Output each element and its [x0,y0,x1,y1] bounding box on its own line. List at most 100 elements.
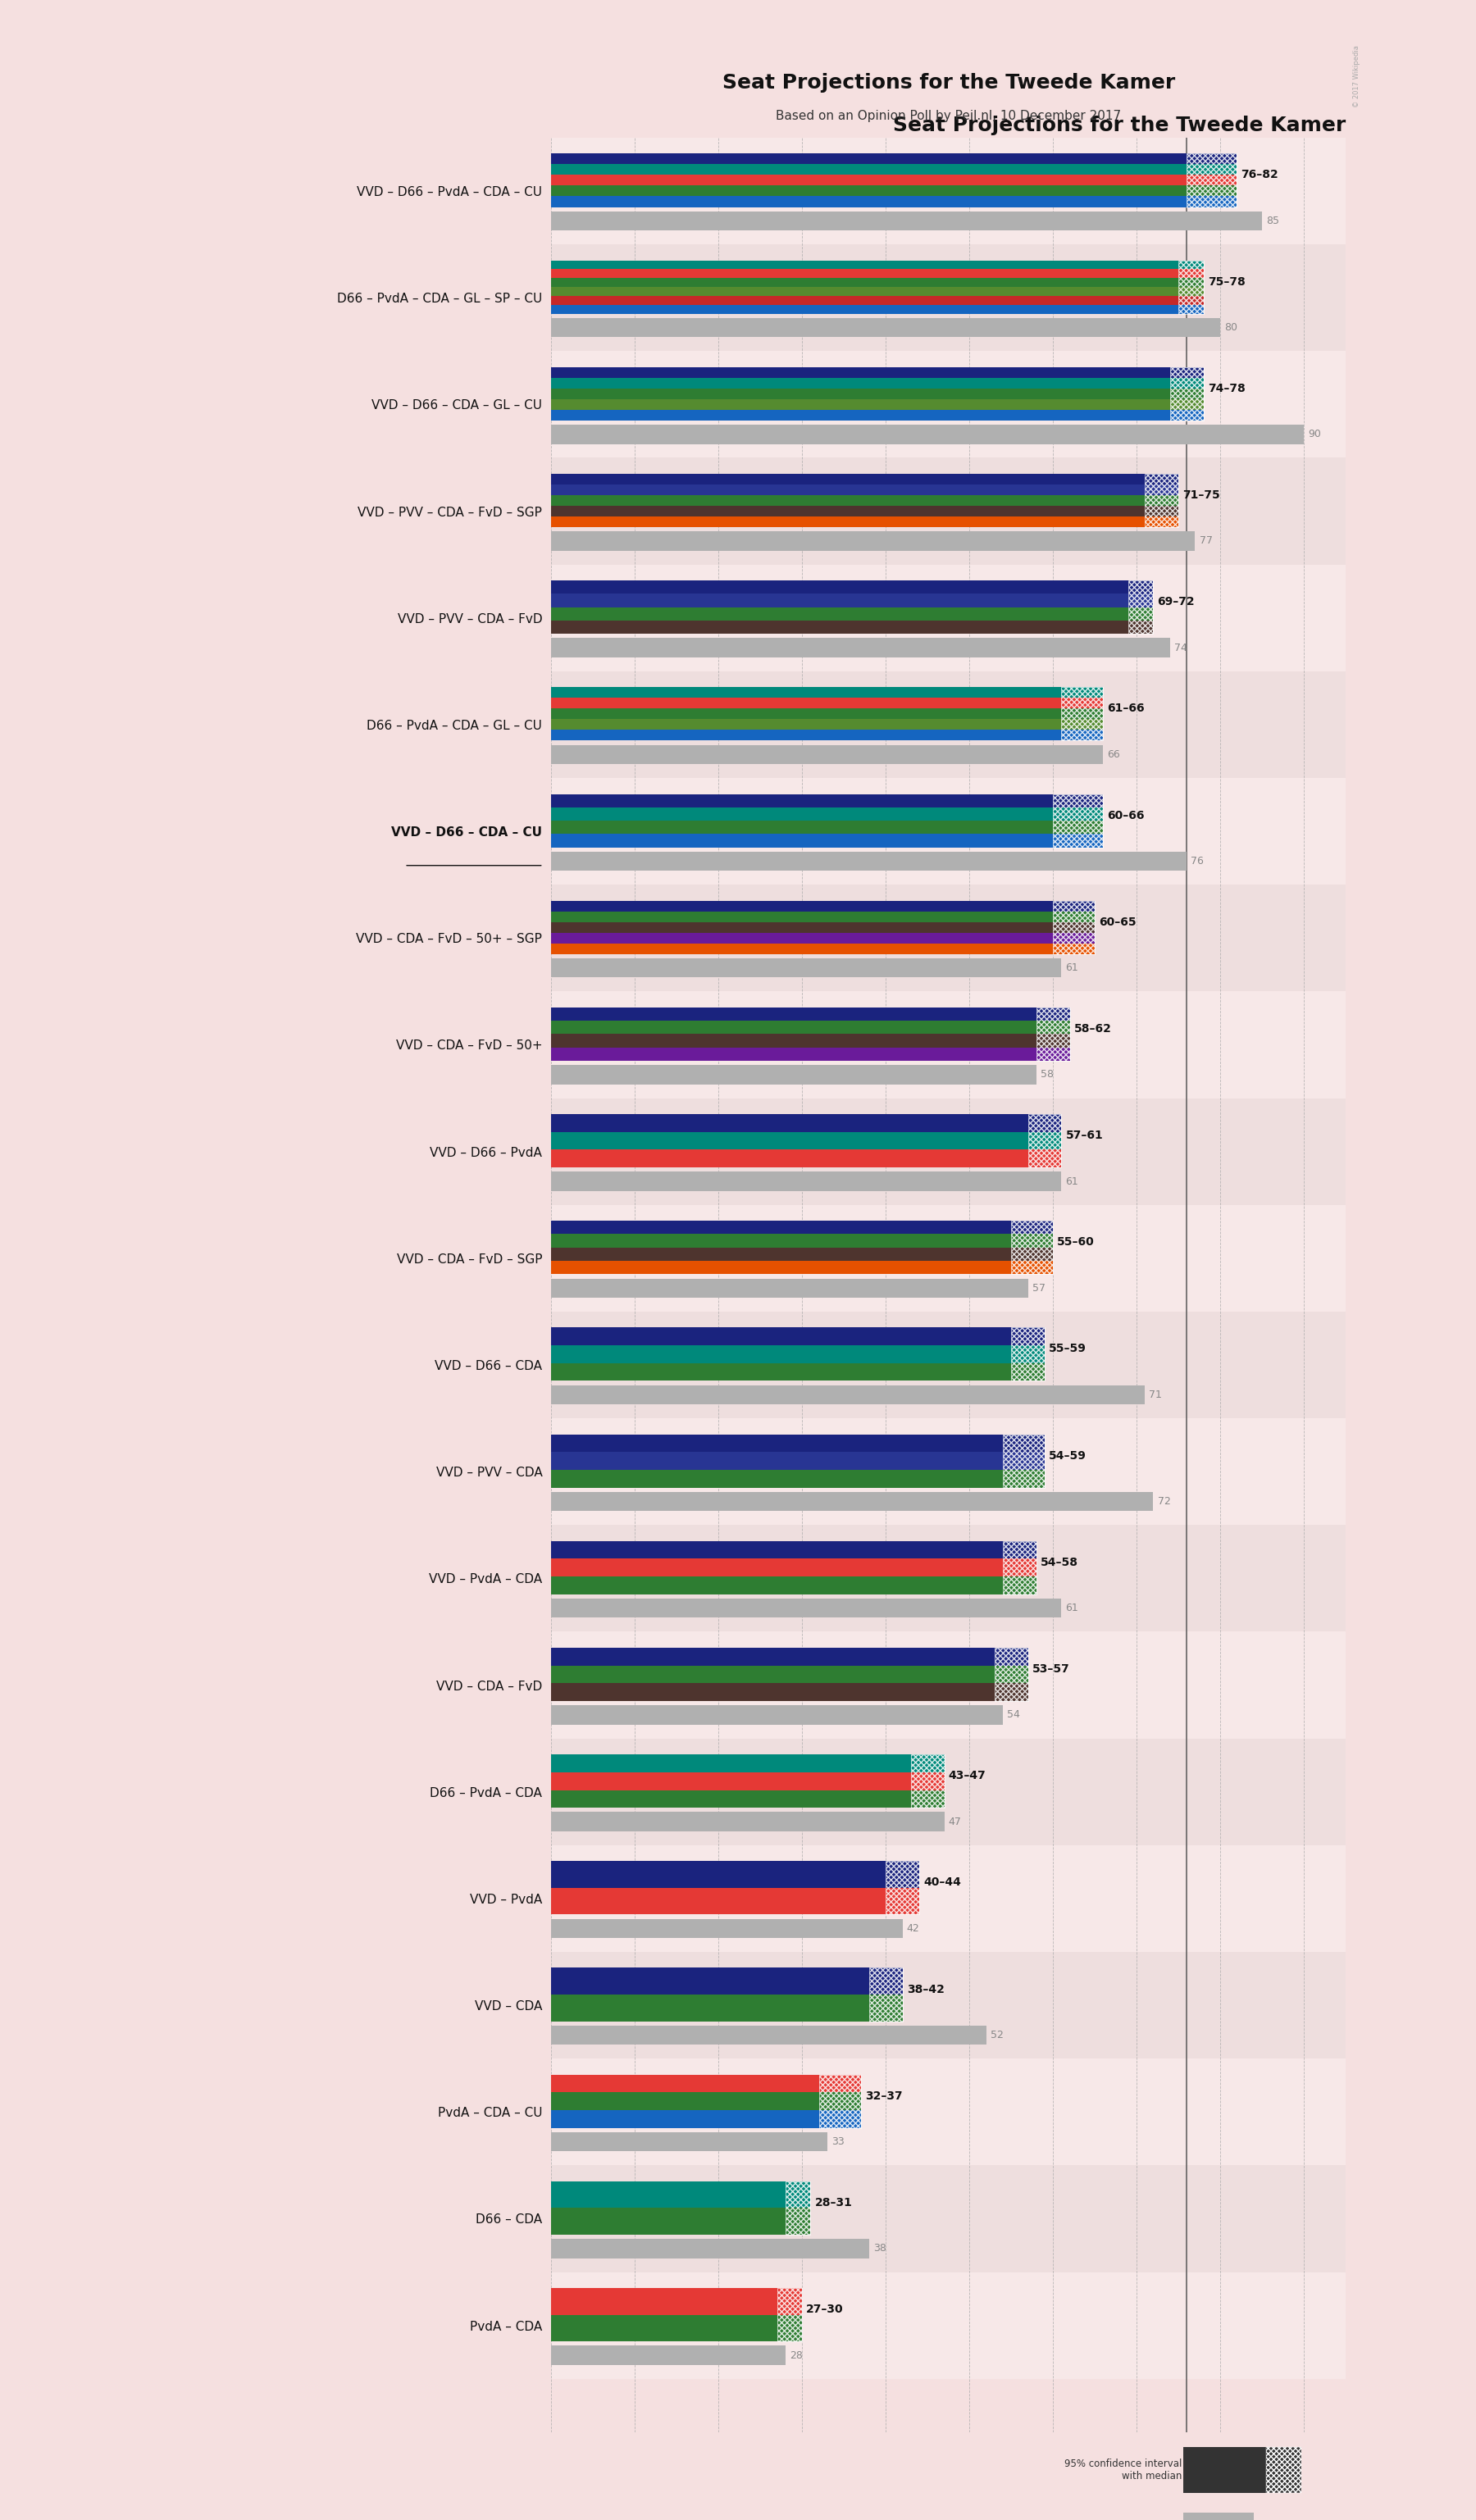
Bar [552,2132,827,2152]
Bar [552,1469,1045,1487]
Bar [1052,794,1103,847]
Bar [1145,474,1178,527]
Bar [1002,1434,1045,1487]
Bar [995,1648,1027,1701]
Text: 66: 66 [1107,748,1120,761]
Text: 54: 54 [1007,1709,1020,1721]
Bar [552,1993,902,2021]
Text: 95% confidence interval
with median: 95% confidence interval with median [1064,2460,1182,2482]
Bar [552,1066,1036,1084]
Text: 58–62: 58–62 [1075,1023,1111,1036]
Bar [552,731,1103,741]
Bar [552,852,1187,872]
Bar [552,1386,1145,1404]
Bar [869,1968,902,2021]
Bar [552,368,1203,378]
Bar [552,2346,785,2364]
Bar [552,1434,1045,1452]
Bar [552,2109,861,2127]
Bar [552,718,1103,731]
Bar [552,277,1203,287]
Text: 52: 52 [990,2029,1004,2041]
Bar [552,1953,1346,2059]
Bar [552,1099,1346,1205]
Bar [552,1452,1045,1469]
Bar [552,1205,1346,1310]
Bar [552,1492,1153,1512]
Bar [552,1131,1061,1149]
Bar [552,1633,1346,1739]
Bar [1128,580,1153,635]
Text: 61–66: 61–66 [1107,703,1145,713]
Bar [911,1754,945,1807]
Bar [552,1235,1052,1247]
Text: 47: 47 [949,1817,961,1827]
Bar [552,1419,1346,1525]
Text: 38: 38 [874,2243,886,2253]
Text: Seat Projections for the Tweede Kamer: Seat Projections for the Tweede Kamer [893,116,1346,136]
Text: 69–72: 69–72 [1157,597,1196,607]
Bar [552,388,1203,398]
Bar [552,507,1178,517]
Bar [1036,1008,1070,1061]
Bar [552,1772,945,1789]
Text: 43–47: 43–47 [949,1769,986,1782]
Text: 61: 61 [1066,1177,1079,1187]
Text: 55–60: 55–60 [1057,1237,1095,1247]
Bar [552,1648,1027,1666]
Bar [552,1033,1070,1048]
Bar [552,2273,1346,2379]
Text: 75–78: 75–78 [1207,277,1246,287]
Bar [552,1812,945,1832]
Bar [552,2182,810,2208]
Bar [552,638,1170,658]
Bar [552,1220,1052,1235]
Bar [552,1739,1346,1845]
Text: 71: 71 [1150,1389,1162,1401]
Bar [552,1008,1070,1021]
Bar [552,1328,1045,1346]
Text: 76–82: 76–82 [1241,169,1278,181]
Bar [552,958,1061,978]
Bar [552,922,1095,932]
Bar [552,2208,810,2235]
Bar [552,620,1153,635]
Bar [552,398,1203,411]
Bar [552,779,1346,885]
Bar [552,154,1237,164]
Bar [552,1845,1346,1953]
Bar [552,2074,861,2092]
Bar [552,746,1103,764]
Bar [552,1247,1052,1260]
Text: 61: 61 [1066,963,1079,973]
Bar [552,1525,1346,1633]
Bar [552,1048,1070,1061]
Text: 72: 72 [1157,1497,1170,1507]
Bar [552,2238,869,2258]
Text: 28–31: 28–31 [815,2197,852,2208]
Bar [886,1862,920,1915]
Bar [552,1887,920,1915]
Bar [552,607,1153,620]
Text: 54–58: 54–58 [1041,1557,1077,1567]
Bar [552,270,1203,277]
Bar [552,287,1203,295]
Bar [776,2288,801,2341]
Text: 57–61: 57–61 [1066,1129,1103,1142]
Bar [552,885,1346,990]
Text: 60–65: 60–65 [1100,917,1137,927]
Bar [552,212,1262,229]
Bar [552,378,1203,388]
Bar [552,1683,1027,1701]
Bar [552,1278,1027,1298]
Bar [552,350,1346,459]
Text: 90: 90 [1308,428,1321,438]
Bar [552,1560,1036,1578]
Bar [552,990,1346,1099]
Text: 42: 42 [906,1923,920,1933]
Text: 28: 28 [790,2351,803,2361]
Bar [552,474,1178,484]
Bar [552,806,1103,822]
Bar [552,698,1103,708]
Bar [552,708,1103,718]
